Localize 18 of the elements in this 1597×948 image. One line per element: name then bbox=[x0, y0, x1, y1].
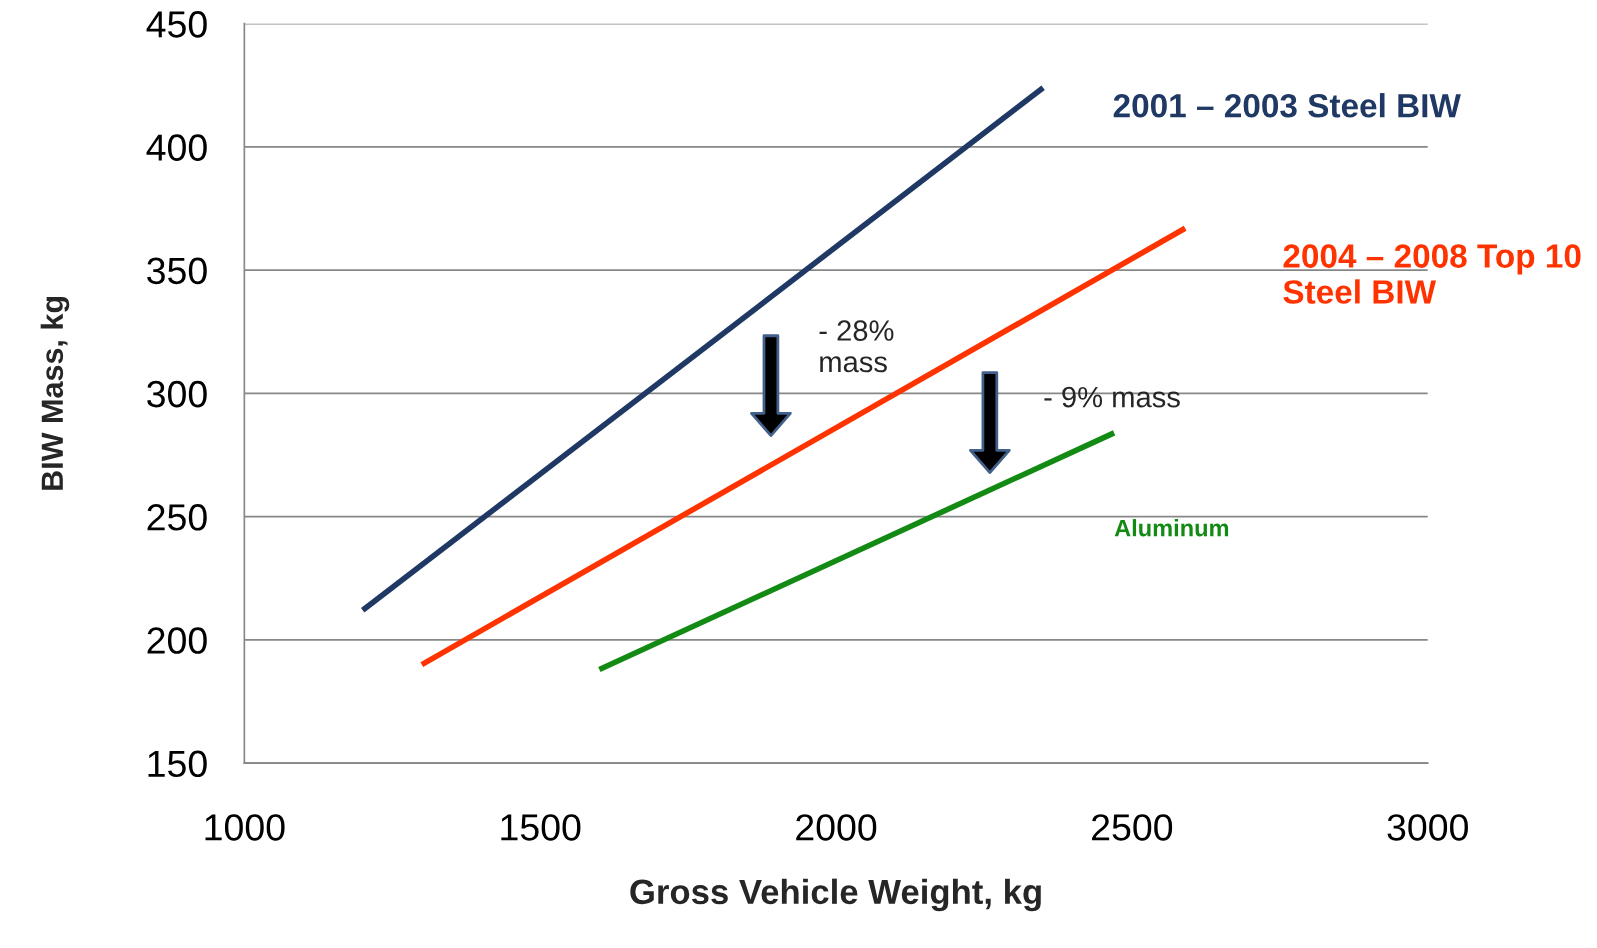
x-tick-label: 1500 bbox=[501, 814, 581, 841]
y-tick-label: 150 bbox=[148, 750, 207, 778]
x-tick-label: 2500 bbox=[1092, 814, 1173, 841]
x-axis-title: Gross Vehicle Weight, kg bbox=[630, 878, 1041, 912]
y-tick-label: 350 bbox=[147, 257, 207, 285]
y-tick-label: 200 bbox=[147, 627, 207, 654]
text: 2004 – 2008 Top 10 Steel BIW bbox=[1283, 244, 1581, 304]
y-tick-label: 450 bbox=[146, 11, 207, 38]
annotation: - 28% mass bbox=[819, 320, 894, 373]
x-tick-label: 1000 bbox=[205, 814, 285, 841]
y-tick-label: 400 bbox=[146, 134, 207, 161]
x-tick-label: 2000 bbox=[796, 814, 877, 841]
y-tick-label: 300 bbox=[147, 380, 207, 408]
text: 2001 – 2003 Steel BIW bbox=[1113, 93, 1461, 118]
text: Aluminum bbox=[1114, 519, 1229, 537]
y-tick-label: 250 bbox=[147, 504, 207, 531]
y-axis-title: BIW Mass, kg bbox=[40, 296, 70, 490]
x-tick-label: 3000 bbox=[1387, 814, 1468, 841]
